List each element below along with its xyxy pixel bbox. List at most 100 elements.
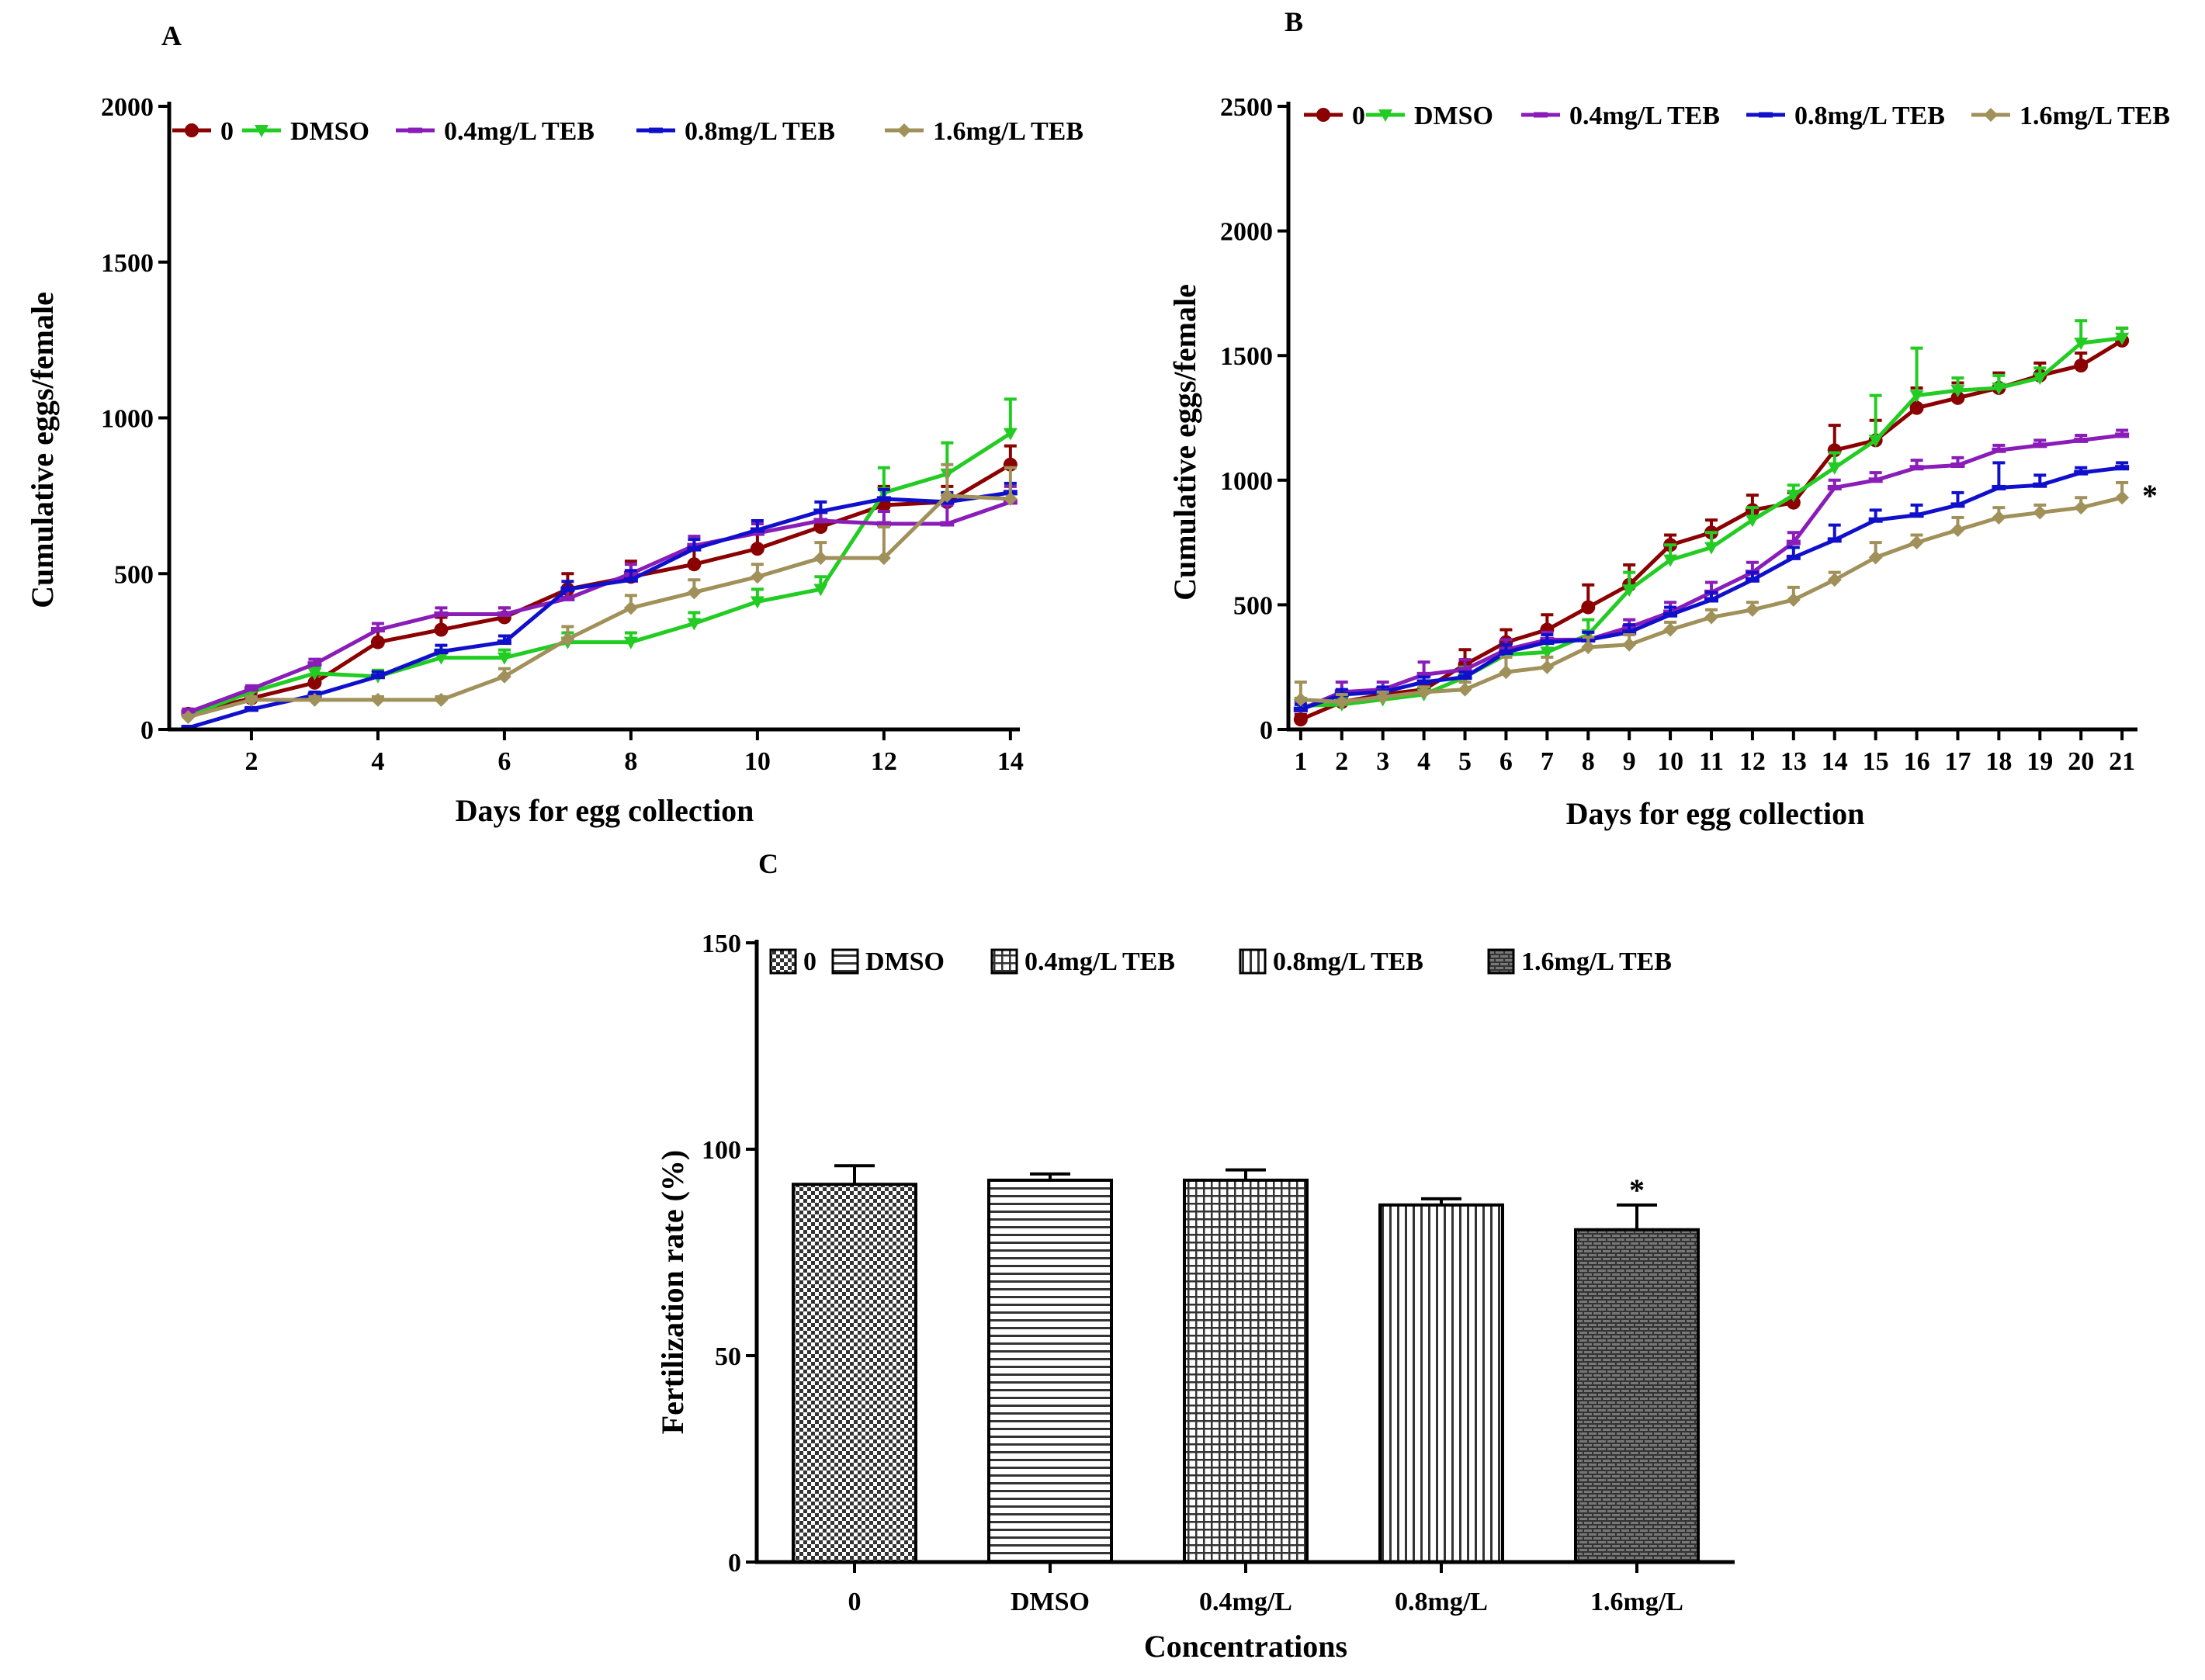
data-point — [1704, 542, 1718, 555]
x-tick-label: 0 — [848, 1588, 862, 1616]
x-tick-label: 15 — [1863, 747, 1889, 776]
data-point — [2074, 469, 2089, 476]
y-tick-label: 1500 — [1220, 342, 1273, 371]
legend-item-dmso: DMSO — [242, 117, 369, 146]
data-point — [1581, 640, 1596, 655]
bar-group-0-8mg-l — [1378, 1197, 1504, 1564]
data-point — [1704, 597, 1718, 603]
x-tick-label: 21 — [2109, 747, 2135, 776]
data-point — [1745, 602, 1759, 617]
data-point — [876, 497, 891, 512]
legend-label: 0.8mg/L TEB — [685, 117, 835, 146]
data-point — [497, 669, 511, 684]
y-tick-label: 1000 — [1220, 467, 1273, 496]
data-point — [1622, 629, 1637, 636]
data-point — [1827, 573, 1842, 587]
legend-item-0-4mg-l-teb: 0.4mg/L TEB — [1521, 102, 1720, 130]
data-point — [687, 618, 702, 631]
y-tick-label: 0 — [1260, 716, 1273, 745]
data-point — [244, 706, 258, 712]
data-point — [2033, 442, 2047, 449]
legend-swatch-marker — [1984, 108, 1998, 122]
x-tick-label: 6 — [498, 747, 511, 776]
x-tick-label: 5 — [1458, 747, 1472, 776]
data-point — [623, 577, 638, 583]
data-point — [1909, 390, 1924, 403]
legend-label: 0 — [803, 947, 816, 976]
data-point — [1458, 682, 1472, 697]
data-point — [1786, 539, 1801, 546]
data-point — [813, 584, 828, 597]
y-tick-label: 1000 — [101, 405, 154, 434]
data-point — [813, 551, 828, 566]
series-line-1-6mg-l-teb — [187, 494, 1011, 719]
y-axis-title-a: Cumulative eggs/female — [25, 292, 60, 608]
data-point — [497, 639, 511, 646]
data-point — [687, 585, 702, 600]
legend-label: 1.6mg/L TEB — [1521, 947, 1672, 976]
x-axis-title-c: Concentrations — [1144, 1629, 1347, 1664]
data-point — [2115, 432, 2130, 438]
panel-label-c: C — [758, 848, 778, 879]
data-point — [1581, 600, 1596, 615]
data-point — [244, 686, 258, 692]
data-point — [307, 675, 322, 690]
data-point — [434, 611, 449, 617]
y-tick-label: 0 — [728, 1549, 741, 1578]
x-tick-label: 2 — [244, 747, 258, 776]
data-point — [1992, 382, 2006, 395]
data-point — [2033, 372, 2047, 386]
legend-b: 0 DMSO 0.4mg/L TEB 0.8mg/L TEB 1.6mg/L TEB — [1304, 102, 2170, 130]
data-point — [1622, 584, 1637, 598]
data-point — [750, 596, 764, 609]
legend-label: DMSO — [290, 117, 369, 146]
y-tick-label: 50 — [715, 1342, 741, 1371]
legend-label: 0 — [220, 117, 234, 146]
data-point — [1003, 428, 1018, 441]
legend-label: 1.6mg/L TEB — [2020, 102, 2170, 130]
series-dmso — [181, 397, 1018, 722]
data-point — [1334, 695, 1349, 709]
x-tick-label: 12 — [871, 747, 897, 776]
legend-label: 0 — [1352, 102, 1365, 130]
legend-swatch — [769, 948, 797, 975]
legend-swatch — [990, 948, 1018, 975]
legend-swatch-marker — [1534, 112, 1548, 118]
x-tick-label: 3 — [1376, 747, 1389, 776]
bar-dmso — [987, 1178, 1113, 1564]
data-point — [1909, 400, 1924, 415]
data-point — [1909, 465, 1924, 471]
legend-item-0: 0 — [1304, 102, 1365, 130]
bar-group-0 — [792, 1164, 917, 1564]
y-tick-label: 1500 — [101, 249, 154, 278]
y-tick-label: 2000 — [1220, 218, 1273, 247]
data-point — [876, 496, 891, 502]
data-point — [2074, 501, 2089, 515]
bar-group-dmso — [987, 1172, 1113, 1564]
data-point — [2074, 359, 2089, 373]
data-point — [1745, 514, 1759, 528]
data-point — [560, 632, 575, 646]
y-axis-title-c: Fertilization rate (%) — [655, 1150, 690, 1435]
data-point — [434, 692, 449, 707]
data-point — [813, 520, 828, 535]
data-point — [1663, 611, 1678, 618]
data-point — [1868, 477, 1883, 483]
data-point — [1293, 706, 1308, 712]
series-1-6mg-l-teb — [1293, 481, 2130, 709]
data-point — [1416, 679, 1431, 685]
legend-item-1-6mg-l-teb: 1.6mg/L TEB — [1487, 947, 1672, 976]
data-point — [750, 530, 764, 536]
data-point — [687, 546, 702, 552]
data-point — [1868, 517, 1883, 523]
x-tick-label: 0.8mg/L — [1395, 1588, 1488, 1616]
data-point — [1827, 484, 1842, 490]
data-point — [623, 636, 638, 649]
x-axis-title-a: Days for egg collection — [456, 793, 754, 828]
x-tick-label: 8 — [624, 747, 637, 776]
series-0-4mg-l-teb — [1293, 428, 2130, 712]
data-point — [2115, 490, 2130, 505]
legend-label: 0.4mg/L TEB — [1024, 947, 1175, 976]
x-tick-label: 6 — [1499, 747, 1513, 776]
data-point — [434, 622, 449, 637]
